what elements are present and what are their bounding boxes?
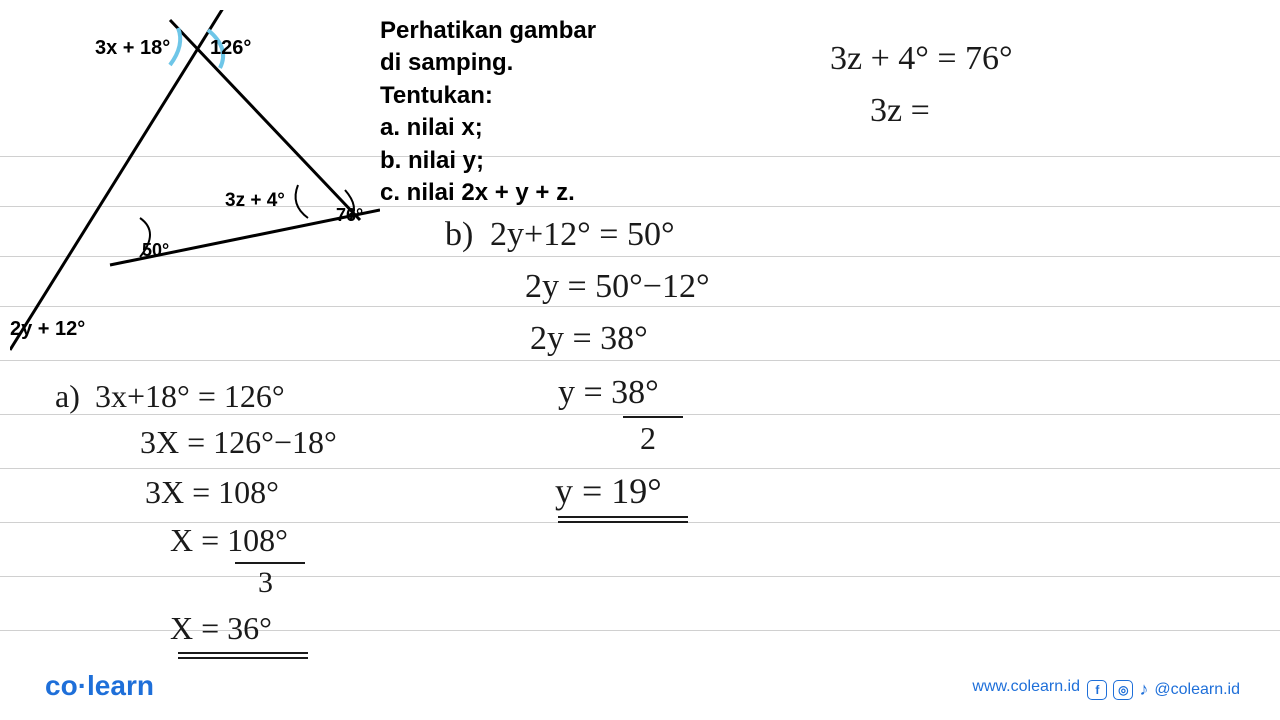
logo-dot: · <box>78 670 87 701</box>
label-3z4: 3z + 4° <box>225 190 285 212</box>
work-a-l4-den: 3 <box>258 566 273 600</box>
work-b-l4-den: 2 <box>640 420 656 457</box>
work-a-l4-num: X = 108° <box>170 522 288 559</box>
problem-c: c. nilai 2x + y + z. <box>380 177 596 209</box>
work-b-label: b) <box>445 216 473 254</box>
work-a-l1: 3x+18° = 126° <box>95 378 285 415</box>
work-b-l1: 2y+12° = 50° <box>490 216 675 254</box>
social-handle: @colearn.id <box>1154 681 1240 699</box>
problem-line2: di samping. <box>380 47 596 79</box>
instagram-icon: ◎ <box>1113 680 1133 700</box>
work-b-l4-num: y = 38° <box>558 374 659 412</box>
work-a-l5: X = 36° <box>170 610 272 647</box>
label-2y12: 2y + 12° <box>10 318 85 341</box>
footer: co·learn www.colearn.id f ◎ ♪ @colearn.i… <box>0 662 1280 702</box>
problem-statement: Perhatikan gambar di samping. Tentukan: … <box>380 15 596 209</box>
work-b-l2: 2y = 50°−12° <box>525 268 710 306</box>
work-z-l2: 3z = <box>870 92 930 130</box>
label-76: 76° <box>336 205 363 226</box>
work-z-l1: 3z + 4° = 76° <box>830 40 1013 78</box>
logo-learn: learn <box>87 670 154 701</box>
social-links: f ◎ ♪ @colearn.id <box>1087 679 1240 700</box>
work-a-label: a) <box>55 378 80 415</box>
brand-logo: co·learn <box>45 670 154 702</box>
double-underline-a <box>178 652 308 660</box>
work-b-l3: 2y = 38° <box>530 320 648 358</box>
label-50: 50° <box>142 240 169 261</box>
problem-b: b. nilai y; <box>380 145 596 177</box>
label-126: 126° <box>210 37 251 60</box>
work-b-l5: y = 19° <box>555 470 662 512</box>
logo-co: co <box>45 670 78 701</box>
facebook-icon: f <box>1087 680 1107 700</box>
double-underline-b <box>558 516 688 524</box>
work-a-l2: 3X = 126°−18° <box>140 424 337 461</box>
footer-url: www.colearn.id <box>972 678 1080 696</box>
problem-line3: Tentukan: <box>380 80 596 112</box>
problem-a: a. nilai x; <box>380 112 596 144</box>
geometry-diagram: 3x + 18° 126° 3z + 4° 76° 50° 2y + 12° <box>10 10 380 360</box>
work-a-l3: 3X = 108° <box>145 474 279 511</box>
problem-line1: Perhatikan gambar <box>380 15 596 47</box>
fraction-bar-a <box>235 562 305 564</box>
fraction-bar-b <box>623 416 683 418</box>
tiktok-icon: ♪ <box>1139 679 1148 700</box>
label-3x18: 3x + 18° <box>95 37 170 60</box>
